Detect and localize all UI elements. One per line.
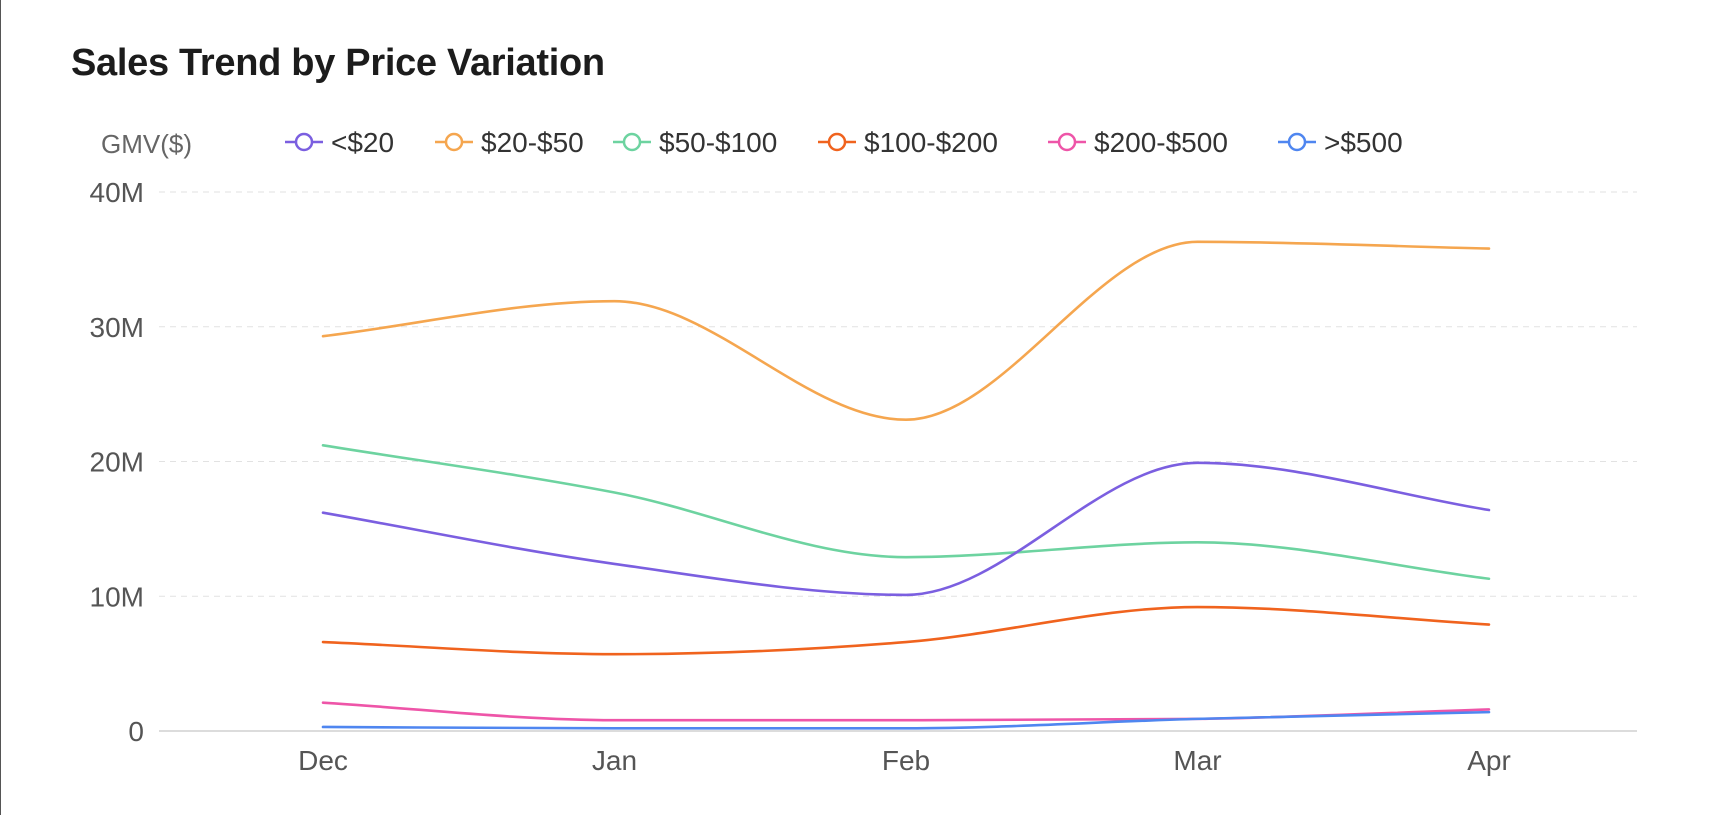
y-tick-label: 0 [128,716,144,747]
x-tick-label: Mar [1173,745,1221,776]
y-tick-label: 20M [90,447,144,478]
series-layer [321,240,1491,730]
legend-label: $100-$200 [864,127,998,158]
series-line [321,605,1491,656]
series-line [321,701,1491,722]
legend-item[interactable]: >$500 [1278,127,1403,158]
chart-title: Sales Trend by Price Variation [71,42,605,84]
y-axis: GMV($) 0 10M 20M 30M 40M [90,129,192,747]
legend-item[interactable]: <$20 [285,127,394,158]
legend-item[interactable]: $200-$500 [1048,127,1228,158]
legend-item[interactable]: $50-$100 [613,127,777,158]
y-tick-label: 40M [90,177,144,208]
y-tick-label: 30M [90,312,144,343]
legend-item[interactable]: $20-$50 [435,127,584,158]
legend-marker-icon [444,132,464,152]
legend-label: >$500 [1324,127,1403,158]
y-tick-label: 10M [90,581,144,612]
legend-item[interactable]: $100-$200 [818,127,998,158]
legend-label: $50-$100 [659,127,777,158]
x-axis: Dec Jan Feb Mar Apr [298,745,1511,776]
legend-marker-icon [622,132,642,152]
series-line [321,240,1491,422]
series-line [321,444,1491,581]
x-tick-label: Feb [882,745,930,776]
legend-marker-icon [1057,132,1077,152]
series-line [321,710,1491,730]
x-tick-label: Jan [592,745,637,776]
legend-marker-icon [827,132,847,152]
legend-label: $20-$50 [481,127,584,158]
series-line [321,461,1491,597]
x-tick-label: Apr [1467,745,1511,776]
legend-marker-icon [1287,132,1307,152]
legend-label: <$20 [331,127,394,158]
legend-label: $200-$500 [1094,127,1228,158]
grid-layer [159,191,1637,732]
y-axis-label: GMV($) [101,129,192,159]
legend: <$20 $20-$50 $50-$100 $100-$200 $200-$500 >$5… [285,127,1403,158]
legend-marker-icon [294,132,314,152]
x-tick-label: Dec [298,745,348,776]
